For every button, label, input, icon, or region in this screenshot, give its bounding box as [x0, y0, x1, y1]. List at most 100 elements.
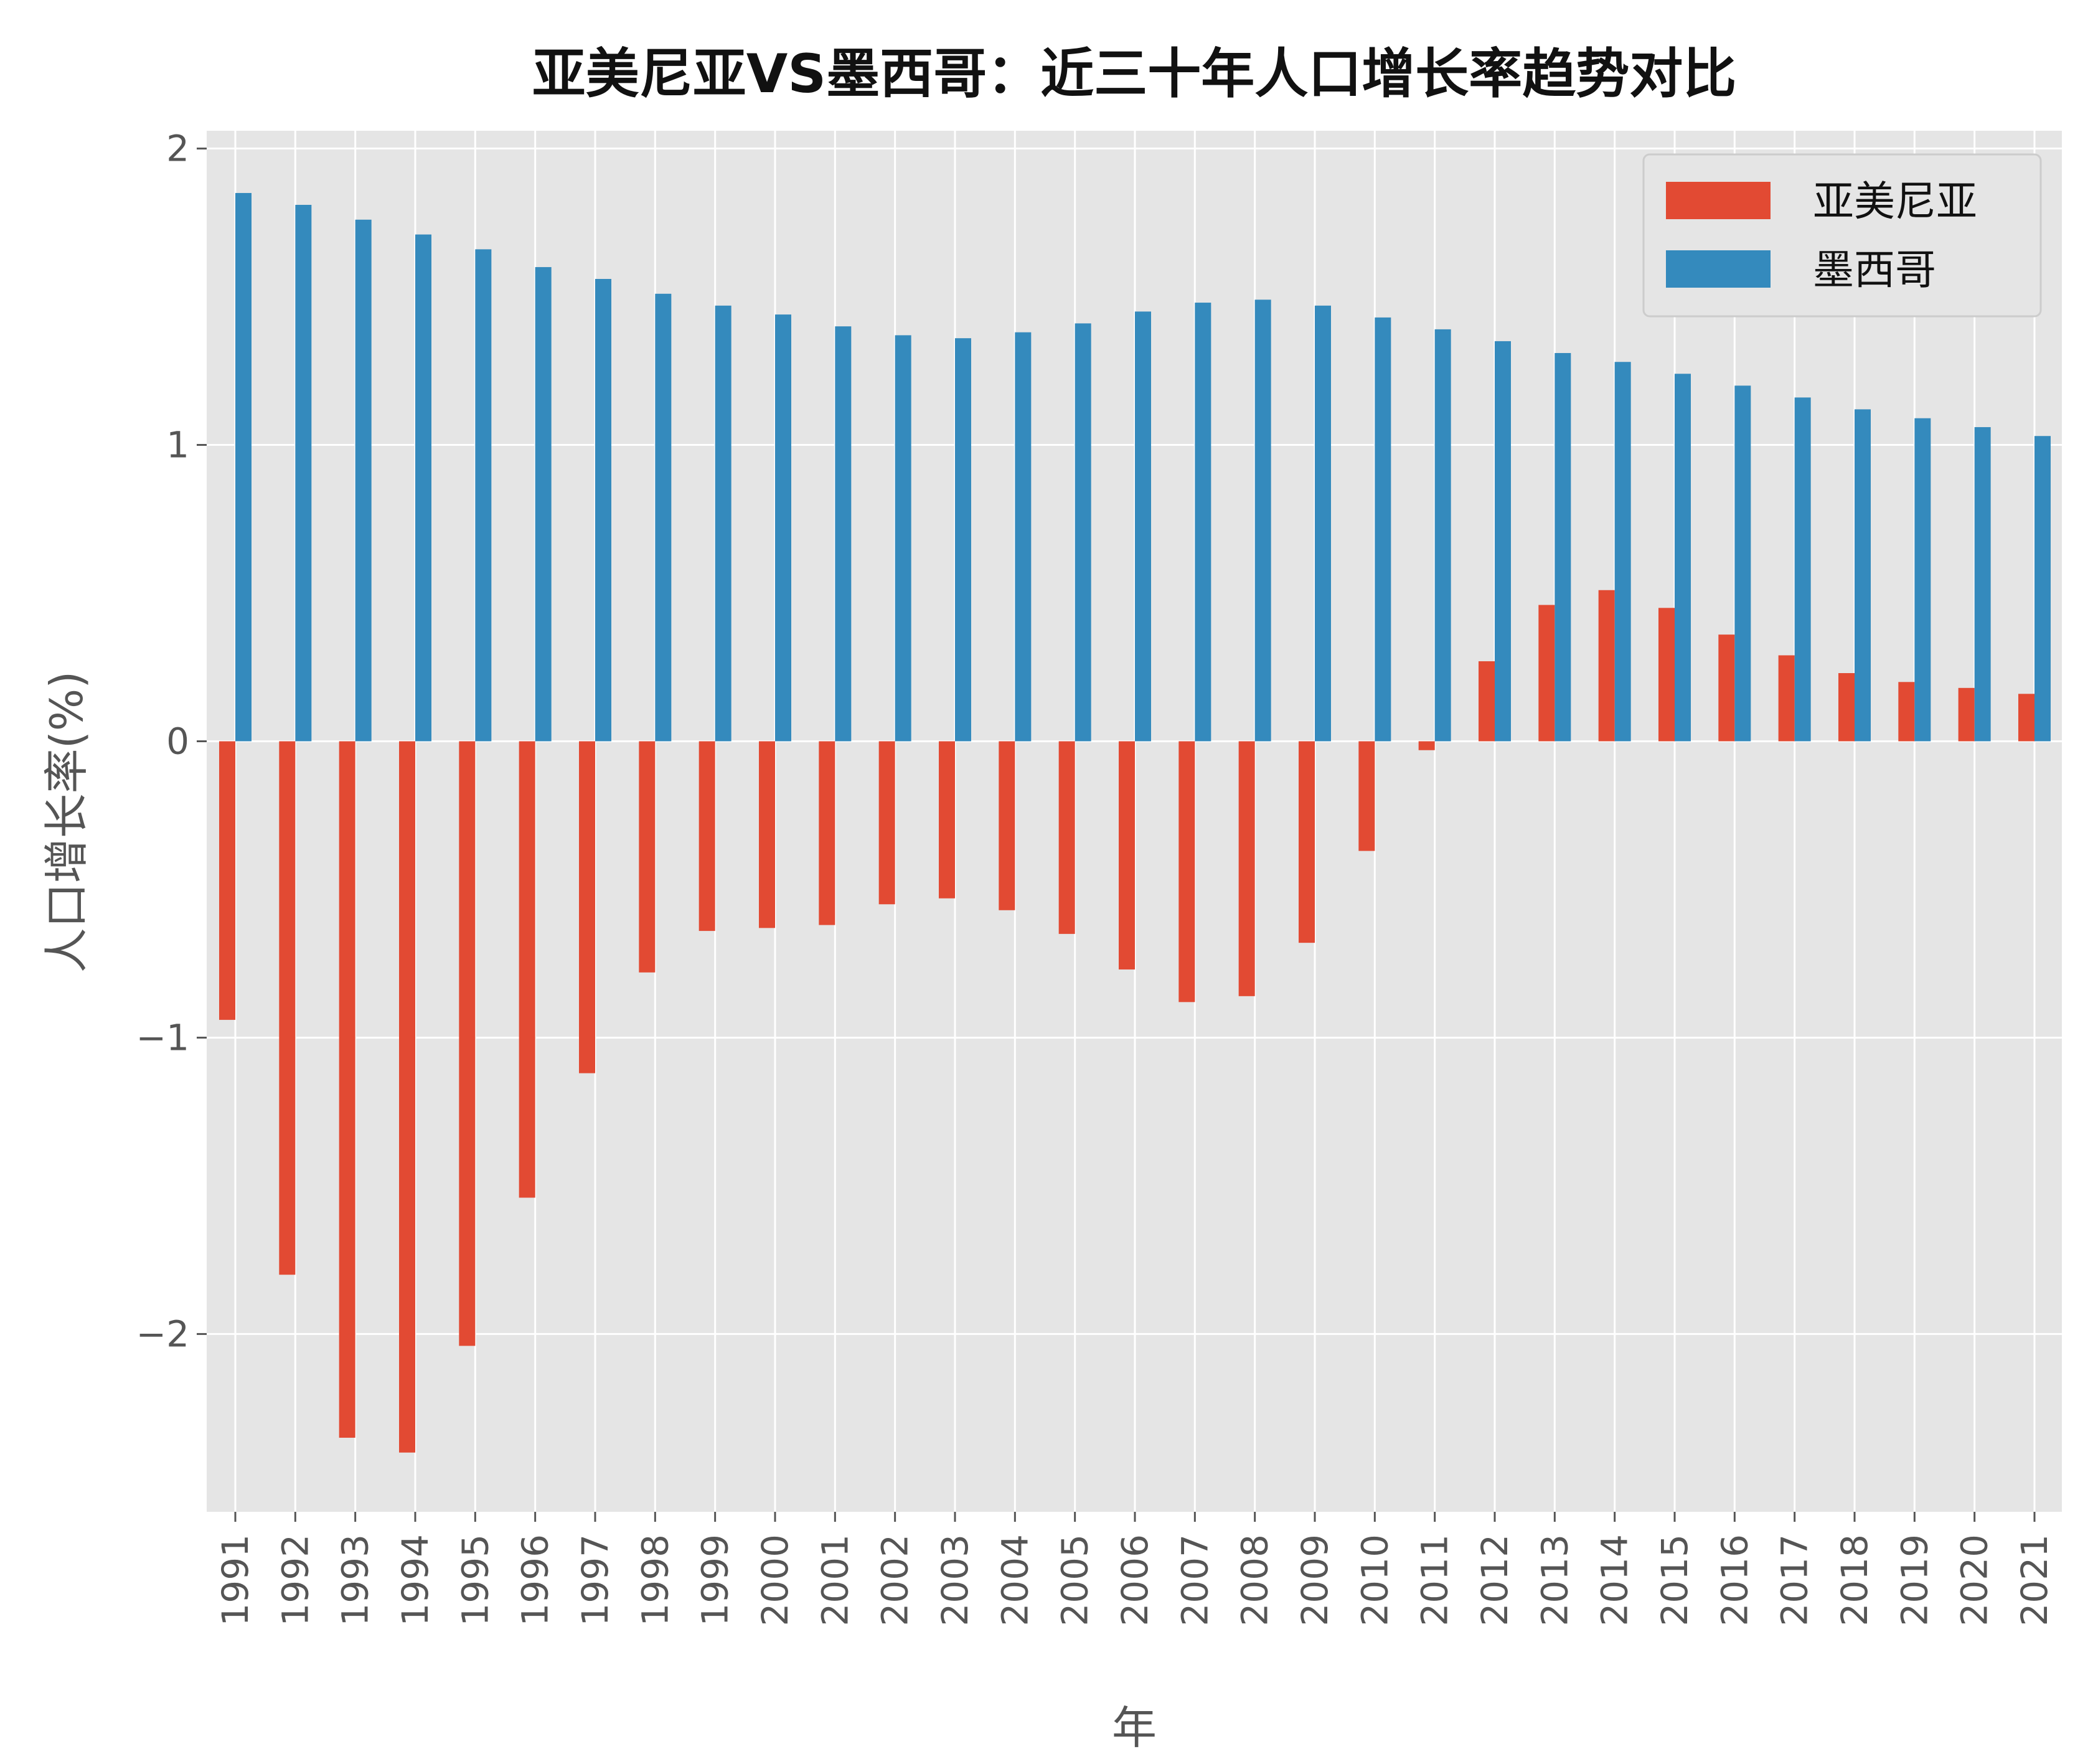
bar-armenia-2002 — [878, 741, 895, 905]
bar-mexico-2016 — [1734, 385, 1751, 742]
bar-armenia-2017 — [1778, 655, 1795, 742]
legend: 亚美尼亚 墨西哥 — [1642, 153, 2042, 318]
x-tick-label: 2005 — [1054, 1534, 1096, 1626]
bar-mexico-2017 — [1794, 397, 1811, 742]
bar-armenia-1992 — [279, 741, 296, 1275]
bar-armenia-2016 — [1718, 634, 1735, 742]
x-tick-label: 1998 — [634, 1534, 676, 1626]
y-tick-label: 1 — [166, 424, 189, 466]
legend-label-mexico: 墨西哥 — [1813, 246, 1936, 294]
bar-armenia-1991 — [219, 741, 235, 1020]
legend-label-armenia: 亚美尼亚 — [1813, 177, 1977, 225]
bar-mexico-1998 — [655, 293, 672, 742]
x-tick-label: 2019 — [1893, 1534, 1935, 1626]
y-tick-label: 2 — [166, 128, 189, 170]
x-tick-label: 2009 — [1294, 1534, 1336, 1626]
bar-mexico-2009 — [1315, 305, 1331, 742]
x-tick-label: 2012 — [1474, 1534, 1516, 1626]
bar-armenia-2019 — [1898, 682, 1915, 742]
bar-mexico-2006 — [1135, 311, 1151, 742]
bar-mexico-2011 — [1434, 329, 1451, 742]
bar-mexico-2021 — [2034, 436, 2051, 742]
bar-armenia-2004 — [999, 741, 1015, 910]
bar-mexico-1991 — [235, 192, 252, 742]
x-tick-label: 2002 — [874, 1534, 916, 1626]
x-tick-label: 2000 — [754, 1534, 796, 1626]
bar-mexico-2020 — [1974, 427, 1991, 742]
bar-mexico-1997 — [595, 278, 611, 742]
legend-swatch-mexico — [1666, 250, 1771, 288]
bar-armenia-2009 — [1299, 741, 1315, 943]
bar-mexico-2002 — [895, 335, 911, 742]
x-tick-label: 2010 — [1353, 1534, 1396, 1626]
bar-armenia-2000 — [759, 741, 775, 928]
bar-mexico-1995 — [475, 249, 492, 742]
y-tick-label: −1 — [136, 1016, 190, 1059]
bar-mexico-1993 — [355, 219, 372, 742]
bar-armenia-2010 — [1358, 741, 1375, 851]
bar-armenia-1997 — [579, 741, 595, 1073]
bar-mexico-2010 — [1375, 317, 1391, 742]
bar-mexico-1999 — [715, 305, 731, 742]
bar-mexico-2003 — [955, 338, 971, 742]
x-tick-label: 2006 — [1114, 1534, 1156, 1626]
bar-mexico-2004 — [1015, 332, 1032, 742]
y-tick-label: −2 — [136, 1313, 190, 1355]
bar-armenia-2005 — [1058, 741, 1075, 934]
bar-armenia-1999 — [698, 741, 715, 932]
bar-mexico-2005 — [1075, 323, 1091, 742]
x-tick-label: 2018 — [1833, 1534, 1876, 1626]
x-tick-label: 2003 — [934, 1534, 976, 1626]
bar-armenia-2001 — [819, 741, 835, 925]
x-tick-label: 1996 — [514, 1534, 557, 1626]
x-tick-label: 2017 — [1774, 1534, 1816, 1626]
bar-armenia-2007 — [1178, 741, 1195, 1002]
x-tick-label: 2001 — [814, 1534, 856, 1626]
bar-armenia-1994 — [399, 741, 415, 1453]
x-tick-label: 1994 — [394, 1534, 436, 1626]
x-axis-label: 年 — [1112, 1702, 1157, 1754]
x-tick-label: 1997 — [574, 1534, 616, 1626]
y-axis-label: 人口增长率(%) — [40, 671, 93, 973]
x-tick-label: 1999 — [694, 1534, 736, 1626]
x-tick-label: 1995 — [454, 1534, 496, 1626]
x-ticks: 1991 1992 1993 1994 1995 1996 1997 1998 1999 2000… — [214, 1512, 2056, 1626]
x-tick-label: 2021 — [2013, 1534, 2056, 1626]
x-tick-label: 2016 — [1713, 1534, 1756, 1626]
bar-armenia-2020 — [1958, 687, 1975, 742]
bar-armenia-2006 — [1119, 741, 1135, 969]
bar-armenia-2003 — [939, 741, 955, 899]
bar-armenia-2015 — [1658, 608, 1675, 742]
bar-mexico-2013 — [1554, 352, 1571, 742]
bar-mexico-1996 — [535, 266, 552, 742]
bar-mexico-2000 — [775, 314, 791, 742]
x-tick-label: 1991 — [214, 1534, 256, 1626]
bar-armenia-2021 — [2018, 694, 2034, 742]
x-tick-label: 2014 — [1594, 1534, 1636, 1626]
bar-mexico-2019 — [1914, 418, 1931, 742]
x-tick-label: 1992 — [274, 1534, 316, 1626]
bar-armenia-1996 — [519, 741, 535, 1198]
x-tick-label: 2004 — [994, 1534, 1036, 1626]
bar-armenia-1998 — [639, 741, 656, 973]
y-tick-label: 0 — [166, 720, 189, 762]
bar-armenia-2018 — [1838, 673, 1855, 742]
bar-mexico-2007 — [1195, 303, 1211, 742]
bar-armenia-1993 — [339, 741, 355, 1438]
bar-mexico-2012 — [1495, 341, 1511, 742]
bar-armenia-2008 — [1238, 741, 1255, 996]
bar-mexico-2001 — [835, 326, 852, 742]
bar-armenia-2014 — [1598, 590, 1615, 742]
bar-mexico-2015 — [1675, 374, 1691, 742]
x-tick-label: 2007 — [1173, 1534, 1216, 1626]
bars-layer — [219, 192, 2051, 1453]
bar-mexico-1994 — [415, 234, 431, 742]
chart-title: 亚美尼亚VS墨西哥：近三十年人口增长率趋势对比 — [532, 43, 1737, 105]
bar-mexico-2014 — [1614, 362, 1631, 742]
x-tick-label: 1993 — [334, 1534, 377, 1626]
x-tick-label: 2011 — [1414, 1534, 1456, 1626]
legend-swatch-armenia — [1666, 182, 1771, 219]
bar-armenia-2011 — [1418, 741, 1435, 750]
